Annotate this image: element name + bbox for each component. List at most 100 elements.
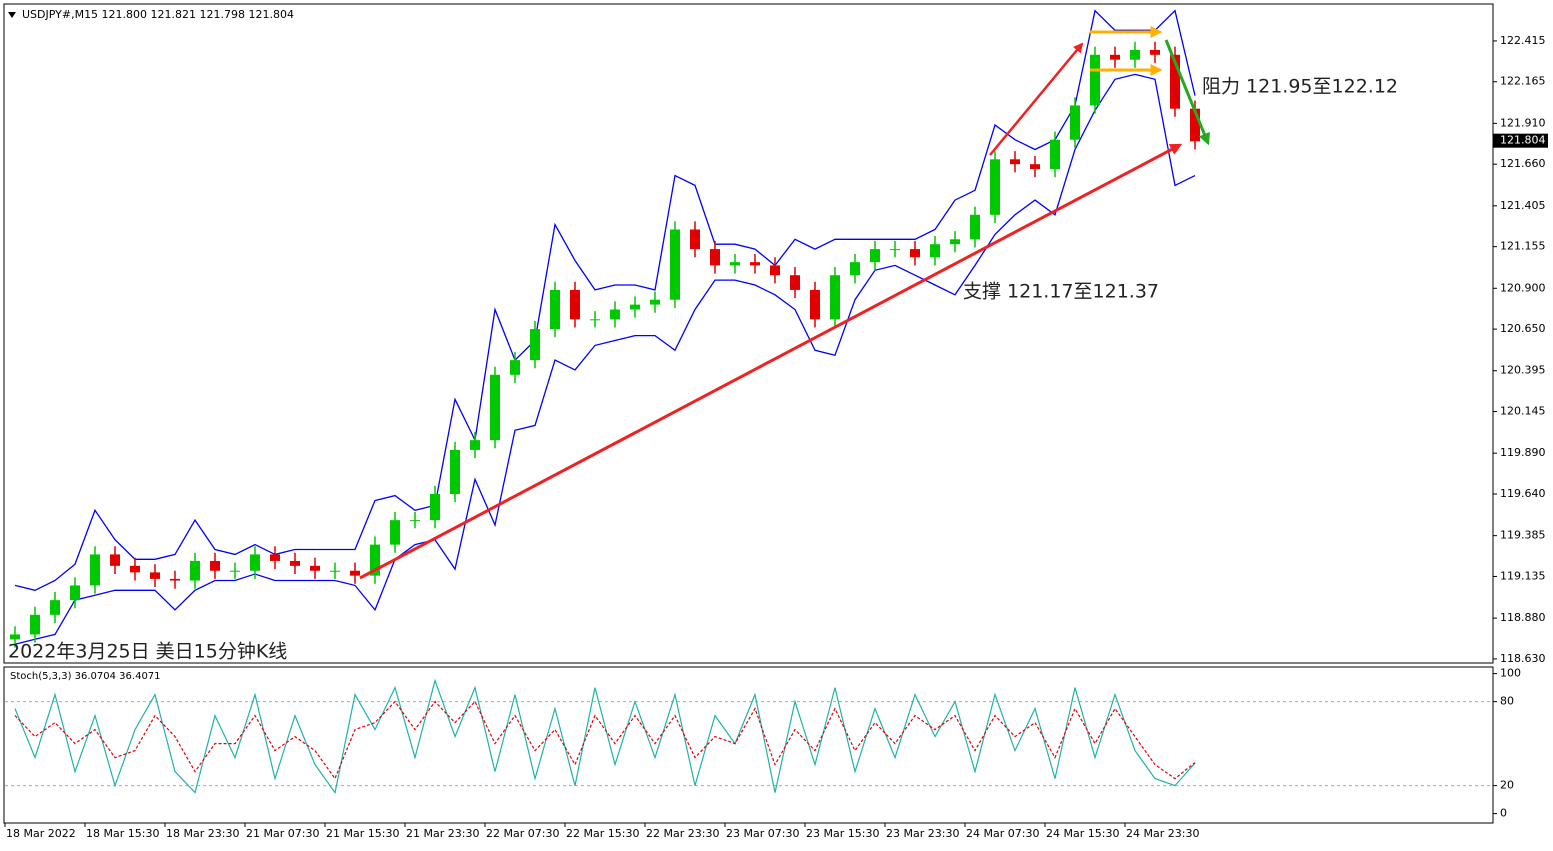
x-tick-label: 22 Mar 15:30 <box>566 827 639 840</box>
candle-body <box>150 572 160 579</box>
y-tick-label: 121.155 <box>1500 240 1546 253</box>
candle-body <box>1130 49 1140 60</box>
candle-body <box>910 249 920 258</box>
y-tick-label: 121.910 <box>1500 116 1546 129</box>
candle-body <box>590 319 600 321</box>
y-tick-label: 121.660 <box>1500 157 1546 170</box>
y-tick-label: 119.135 <box>1500 569 1546 582</box>
candle-body <box>610 309 620 320</box>
candle-body <box>430 494 440 521</box>
candle-body <box>310 565 320 571</box>
candle-body <box>110 554 120 566</box>
candle-body <box>350 570 360 576</box>
up-arrow <box>989 42 1084 156</box>
y-tick-label: 119.385 <box>1500 529 1546 542</box>
candle-body <box>790 275 800 290</box>
candle-body <box>970 214 980 240</box>
candle-body <box>750 262 760 266</box>
x-tick-label: 21 Mar 23:30 <box>406 827 479 840</box>
candle-body <box>390 520 400 545</box>
y-tick-label: 118.880 <box>1500 611 1546 624</box>
y-tick-label: 122.165 <box>1500 75 1546 88</box>
candle-body <box>490 374 500 441</box>
candle-body <box>1110 54 1120 60</box>
candle-body <box>690 229 700 250</box>
candle-body <box>470 440 480 450</box>
candle-body <box>170 578 180 581</box>
candle-body <box>810 289 820 320</box>
down-arrow <box>1164 39 1210 146</box>
x-tick-label: 23 Mar 23:30 <box>886 827 959 840</box>
candle-body <box>190 560 200 581</box>
candle-body <box>290 560 300 566</box>
price-plot <box>10 9 1200 648</box>
candle-body <box>870 249 880 263</box>
candle-body <box>630 304 640 310</box>
y-tick-label: 120.900 <box>1500 281 1546 294</box>
x-tick-label: 18 Mar 23:30 <box>166 827 239 840</box>
candle-body <box>1070 105 1080 140</box>
y-tick-label: 100 <box>1500 667 1521 680</box>
trend-line <box>359 143 1183 580</box>
x-tick-label: 18 Mar 2022 <box>6 827 76 840</box>
candle-body <box>370 544 380 576</box>
y-tick-label: 118.630 <box>1500 652 1546 665</box>
candle-body <box>550 289 560 330</box>
annotation: 阻力 121.95至122.12 <box>1202 76 1398 98</box>
candle-body <box>1010 159 1020 165</box>
candle-body <box>710 249 720 266</box>
candle-body <box>30 614 40 635</box>
candle-body <box>510 360 520 375</box>
candle-body <box>250 554 260 571</box>
candle-body <box>1150 49 1160 55</box>
x-tick-label: 22 Mar 23:30 <box>646 827 719 840</box>
bollinger-band <box>14 73 1196 645</box>
candle-body <box>650 299 660 305</box>
candle-body <box>50 600 60 615</box>
bollinger-band <box>14 9 1196 591</box>
main-frame <box>3 3 1494 664</box>
last-price-box <box>1493 133 1548 148</box>
y-tick-label: 119.890 <box>1500 446 1546 459</box>
drawings <box>359 26 1210 580</box>
x-tick-label: 23 Mar 07:30 <box>726 827 799 840</box>
candle-body <box>230 570 240 572</box>
candle-body <box>770 265 780 276</box>
y-tick-label: 80 <box>1500 695 1514 708</box>
candle-body <box>850 262 860 276</box>
candle-body <box>950 239 960 245</box>
candle-body <box>270 554 280 561</box>
x-tick-label: 24 Mar 15:30 <box>1046 827 1119 840</box>
candle-body <box>990 159 1000 215</box>
stoch-line <box>14 678 1196 795</box>
y-tick-label: 0 <box>1500 807 1507 820</box>
candle-body <box>70 585 80 601</box>
menu-triangle <box>8 12 16 18</box>
y-tick-label: 20 <box>1500 779 1514 792</box>
candle-body <box>1030 164 1040 170</box>
stoch-line <box>14 700 1196 780</box>
x-tick-label: 24 Mar 23:30 <box>1126 827 1199 840</box>
candle-body <box>1170 54 1180 109</box>
candle-body <box>830 275 840 320</box>
candle-body <box>670 229 680 300</box>
y-tick-label: 120.145 <box>1500 405 1546 418</box>
x-tick-label: 23 Mar 15:30 <box>806 827 879 840</box>
candle-body <box>1190 108 1200 142</box>
candle-body <box>450 449 460 495</box>
candle-body <box>730 262 740 266</box>
candle-body <box>10 634 20 640</box>
y-tick-label: 120.395 <box>1500 364 1546 377</box>
candle-body <box>210 560 220 571</box>
x-tick-label: 21 Mar 07:30 <box>246 827 319 840</box>
x-tick-label: 21 Mar 15:30 <box>326 827 399 840</box>
annotation: 2022年3月25日 美日15分钟K线 <box>8 641 287 663</box>
candle-body <box>90 554 100 586</box>
stoch-plot <box>5 678 1493 795</box>
y-tick-label: 121.405 <box>1500 199 1546 212</box>
stoch-header: Stoch(5,3,3) 36.0704 36.4071 <box>10 671 161 682</box>
annotation: 支撑 121.17至121.37 <box>963 281 1159 303</box>
chart-header: USDJPY#,M15 121.800 121.821 121.798 121.… <box>22 8 294 21</box>
